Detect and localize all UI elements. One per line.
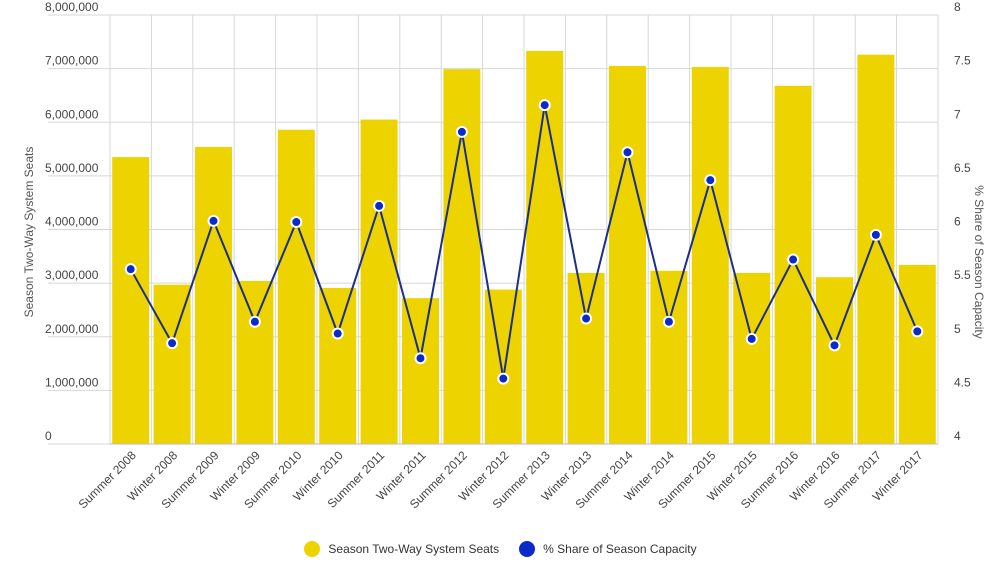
y-axis-title-right: % Share of Season Capacity: [972, 185, 986, 338]
share-point[interactable]: [248, 315, 261, 328]
bar[interactable]: [443, 69, 481, 444]
share-point[interactable]: [538, 99, 551, 112]
legend: Season Two-Way System Seats % Share of S…: [0, 541, 1001, 557]
share-point[interactable]: [414, 352, 427, 365]
bar[interactable]: [236, 280, 274, 444]
bar[interactable]: [650, 270, 688, 444]
bar[interactable]: [402, 298, 439, 444]
y-tick-label-left: 7,000,000: [45, 54, 99, 68]
share-point[interactable]: [497, 372, 510, 385]
bar-series: [112, 50, 936, 445]
legend-item-share[interactable]: % Share of Season Capacity: [519, 541, 697, 557]
y-tick-label-left: 1,000,000: [45, 375, 99, 389]
bar[interactable]: [195, 146, 232, 445]
y-tick-label-left: 5,000,000: [45, 161, 99, 175]
legend-label-seats: Season Two-Way System Seats: [328, 542, 500, 556]
legend-item-seats[interactable]: Season Two-Way System Seats: [304, 541, 499, 557]
share-point[interactable]: [745, 332, 758, 345]
y-tick-label-left: 2,000,000: [45, 322, 99, 336]
y-tick-label-right: 5: [954, 322, 961, 336]
share-point[interactable]: [662, 315, 675, 328]
bar[interactable]: [733, 272, 771, 444]
share-point[interactable]: [207, 214, 220, 227]
y-tick-label-right: 4: [954, 429, 961, 443]
y-tick-label-left: 4,000,000: [45, 215, 99, 229]
bar[interactable]: [567, 272, 605, 444]
share-point[interactable]: [787, 253, 800, 266]
bar[interactable]: [898, 264, 936, 444]
bar[interactable]: [526, 50, 564, 445]
x-tick-label: Summer 2008: [76, 448, 139, 511]
share-point[interactable]: [828, 339, 841, 352]
y-tick-label-right: 4.5: [954, 375, 971, 389]
legend-label-share: % Share of Season Capacity: [543, 542, 697, 556]
bar[interactable]: [691, 67, 729, 445]
y-axis-title-left: Season Two-Way System Seats: [22, 147, 36, 318]
bar[interactable]: [484, 289, 522, 444]
y-tick-label-left: 6,000,000: [45, 107, 99, 121]
share-line: [129, 104, 919, 379]
bar[interactable]: [609, 65, 646, 444]
y-tick-label-right: 7.5: [954, 54, 971, 68]
bar[interactable]: [319, 287, 357, 444]
share-point[interactable]: [290, 215, 303, 228]
bar[interactable]: [153, 284, 191, 444]
share-point[interactable]: [373, 199, 386, 212]
y-tick-label-left: 0: [45, 429, 52, 443]
share-point[interactable]: [704, 174, 717, 187]
y-tick-label-right: 6: [954, 215, 961, 229]
share-point[interactable]: [455, 125, 468, 138]
y-tick-label-right: 8: [954, 0, 961, 14]
bar[interactable]: [360, 119, 398, 444]
y-tick-label-right: 7: [954, 107, 961, 121]
bar[interactable]: [816, 277, 853, 444]
share-point[interactable]: [331, 327, 344, 340]
share-point[interactable]: [580, 312, 593, 325]
share-point[interactable]: [869, 228, 882, 241]
line-series: [124, 99, 924, 385]
y-tick-label-left: 8,000,000: [45, 0, 99, 14]
share-point[interactable]: [911, 325, 924, 338]
share-point[interactable]: [124, 263, 137, 276]
y-tick-label-left: 3,000,000: [45, 268, 99, 282]
share-point[interactable]: [621, 146, 634, 159]
legend-swatch-share: [519, 541, 536, 557]
bar[interactable]: [857, 54, 895, 445]
bar[interactable]: [277, 129, 315, 444]
y-tick-label-right: 6.5: [954, 161, 971, 175]
share-point[interactable]: [166, 337, 179, 350]
bar[interactable]: [112, 157, 150, 444]
legend-swatch-seats: [304, 541, 321, 557]
y-tick-label-right: 5.5: [954, 268, 971, 282]
